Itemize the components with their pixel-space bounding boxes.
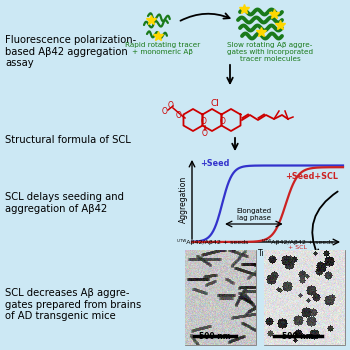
Text: SCL decreases Aβ aggre-
gates prepared from brains
of AD transgenic mice: SCL decreases Aβ aggre- gates prepared f… bbox=[5, 288, 141, 321]
Text: O: O bbox=[176, 112, 182, 120]
Text: Aggregation: Aggregation bbox=[179, 176, 188, 223]
Bar bbox=[264, 250, 345, 345]
Text: O: O bbox=[220, 118, 226, 126]
Text: ᵁᵀᵂAβ42/Aβ42 + seeds: ᵁᵀᵂAβ42/Aβ42 + seeds bbox=[177, 239, 249, 245]
Text: SCL delays seeding and
aggregation of Aβ42: SCL delays seeding and aggregation of Aβ… bbox=[5, 192, 124, 214]
Text: O: O bbox=[168, 102, 174, 111]
Text: O: O bbox=[202, 128, 208, 138]
Text: Elongated
lag phase: Elongated lag phase bbox=[236, 208, 272, 221]
Text: 500 nm: 500 nm bbox=[282, 332, 314, 341]
Text: Rapid rotating tracer
+ monomeric Aβ: Rapid rotating tracer + monomeric Aβ bbox=[125, 42, 201, 55]
Text: 500 nm: 500 nm bbox=[199, 332, 231, 341]
Text: +Seed+SCL: +Seed+SCL bbox=[285, 172, 338, 181]
Text: ᵁᵀᵂAβ42/Aβ42 + seeds: ᵁᵀᵂAβ42/Aβ42 + seeds bbox=[262, 239, 334, 245]
Text: Fluorescence polarization-
based Aβ42 aggregation
assay: Fluorescence polarization- based Aβ42 ag… bbox=[5, 35, 136, 68]
Text: O: O bbox=[201, 118, 207, 126]
Text: O: O bbox=[161, 107, 167, 117]
Text: Structural formula of SCL: Structural formula of SCL bbox=[5, 135, 131, 145]
Text: Time: Time bbox=[258, 249, 277, 258]
Text: Cl: Cl bbox=[211, 99, 219, 108]
Text: +Seed: +Seed bbox=[200, 159, 229, 168]
Text: + SCL: + SCL bbox=[288, 245, 308, 250]
Bar bbox=[185, 250, 256, 345]
Text: Slow rotating Aβ aggre-
gates with incorporated
tracer molecules: Slow rotating Aβ aggre- gates with incor… bbox=[227, 42, 313, 62]
